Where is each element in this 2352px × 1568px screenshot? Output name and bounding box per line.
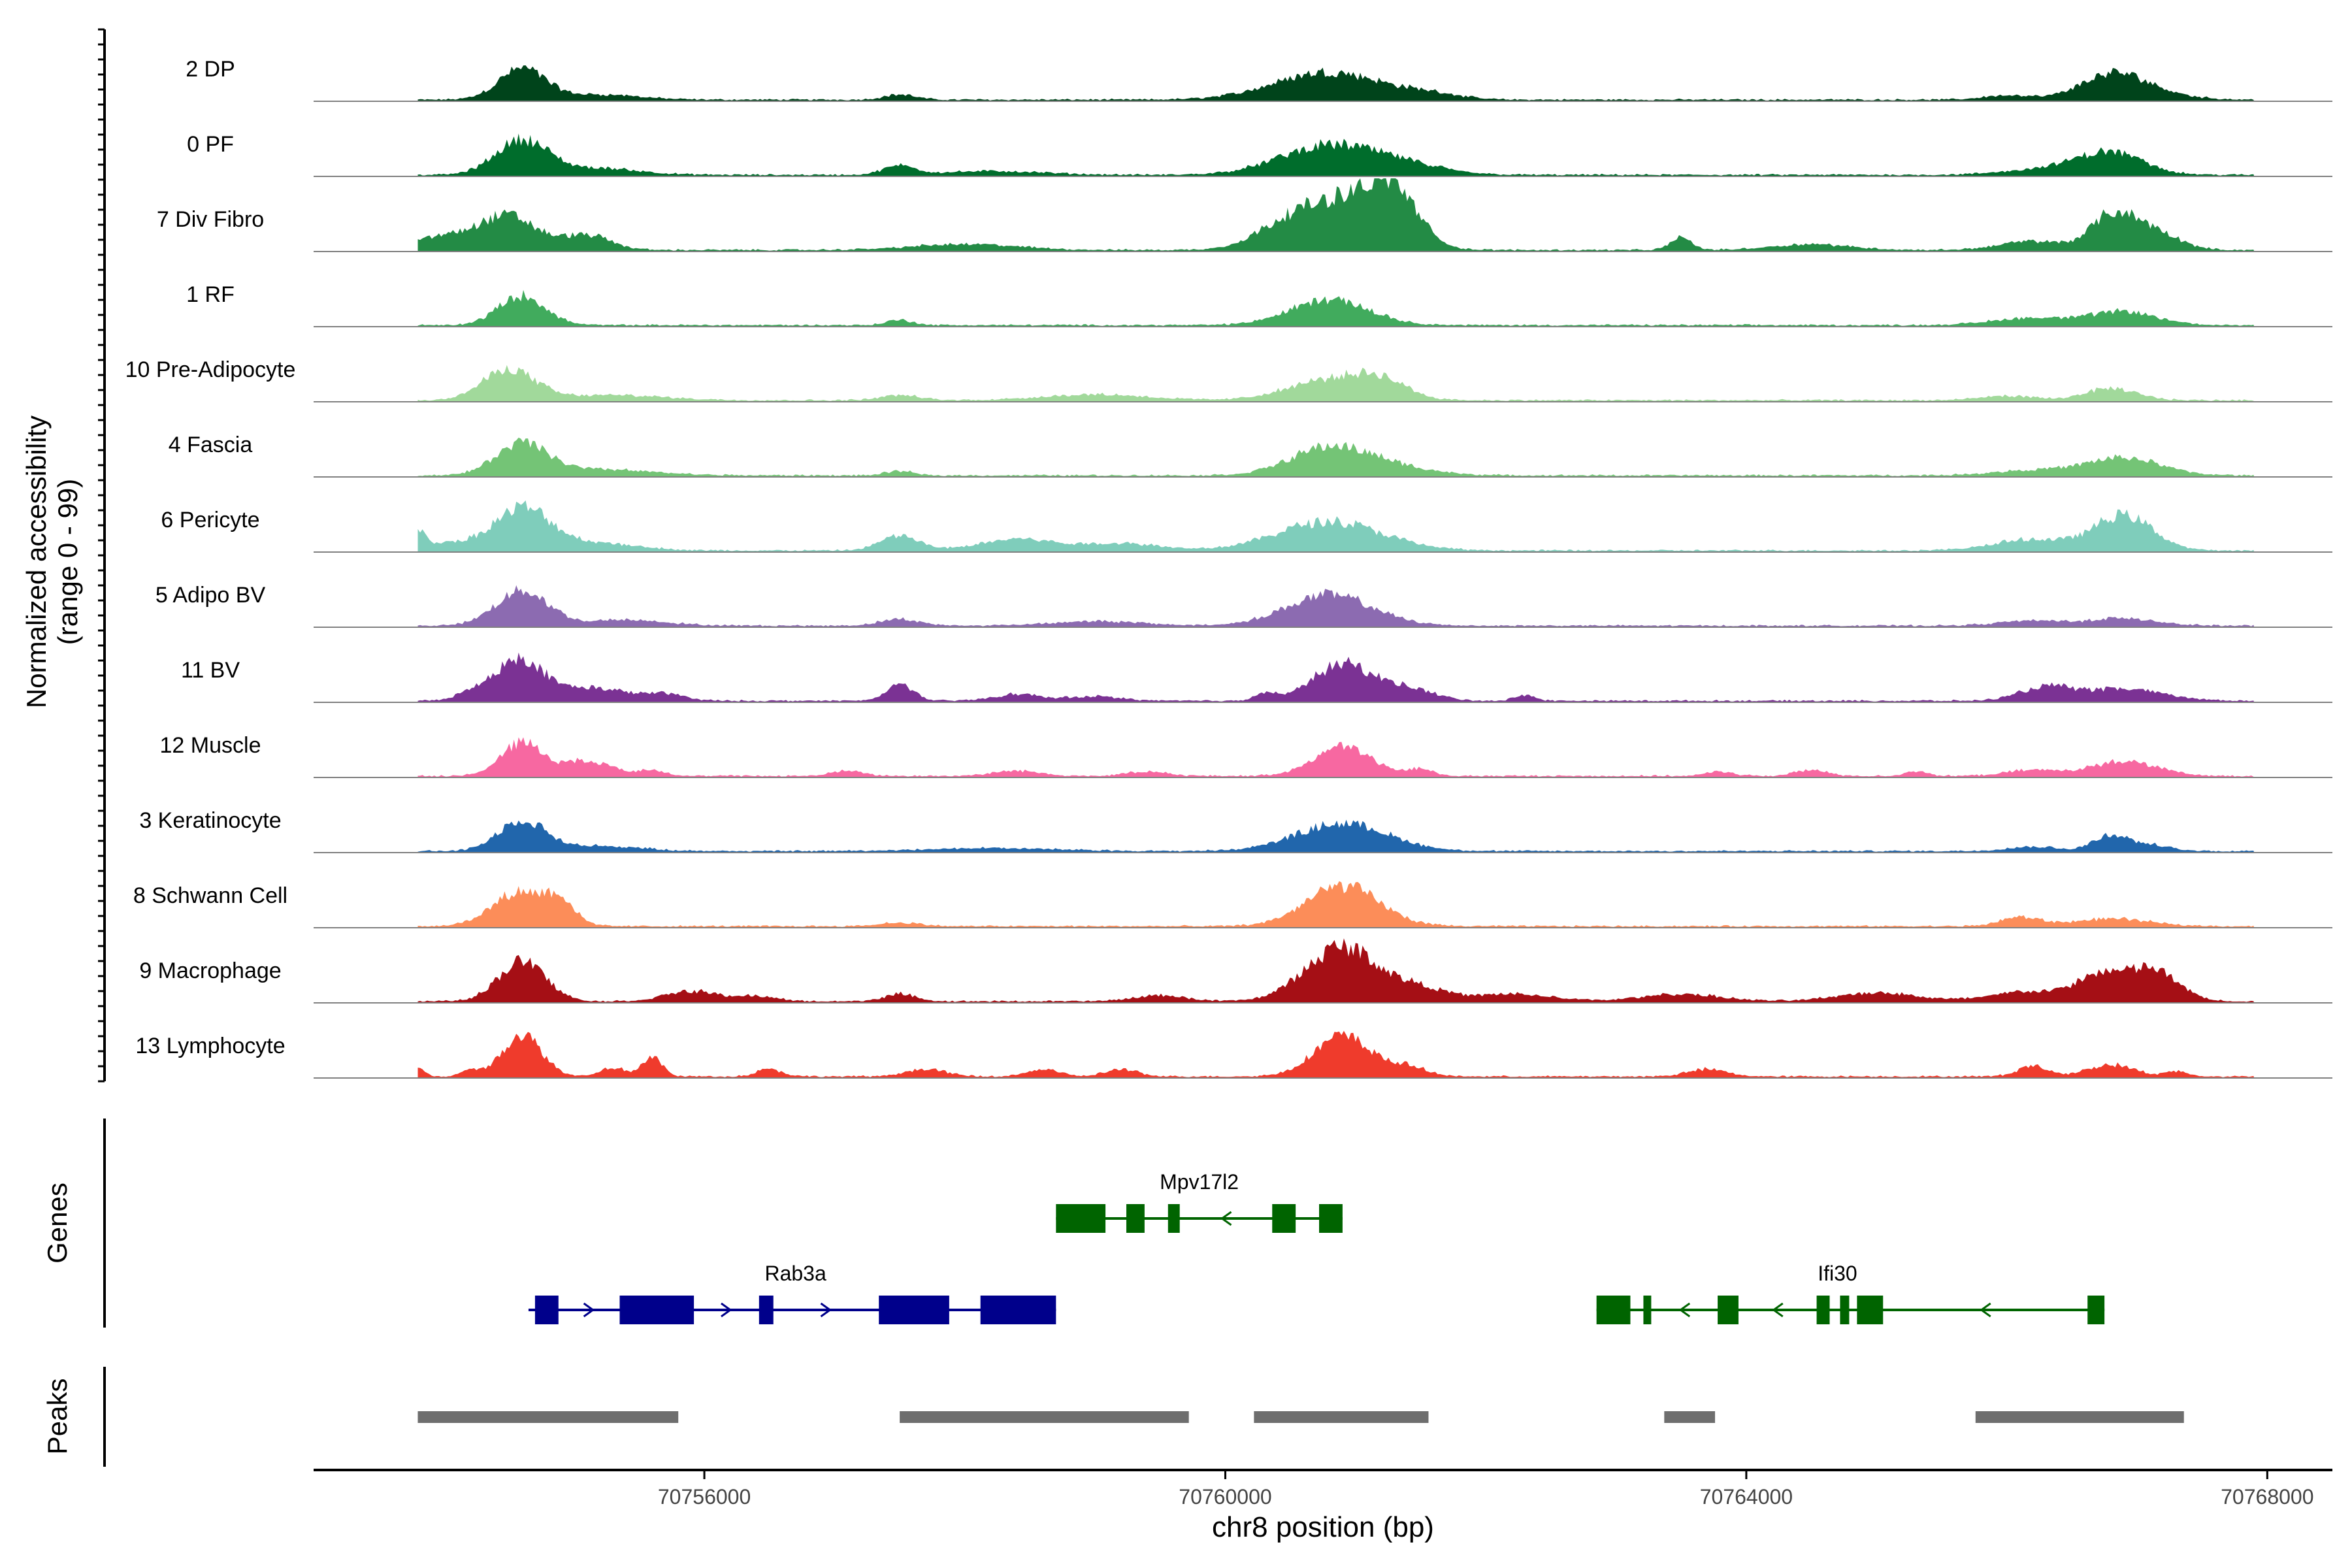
x-tick-label: 70756000 (658, 1485, 751, 1509)
track-5-adipo-bv: 5 Adipo BV (155, 583, 2332, 628)
track-label: 9 Macrophage (139, 958, 281, 983)
peak-bars (417, 1411, 2184, 1423)
gene-exon (1272, 1204, 1296, 1233)
gene-exon (1126, 1204, 1145, 1233)
x-tick-label: 70768000 (2221, 1485, 2313, 1509)
coverage-y-axis (98, 28, 106, 1083)
gene-exon (1056, 1204, 1106, 1233)
gene-mpv17l2: Mpv17l2 (1056, 1170, 1343, 1233)
y-axis-title-line2: (range 0 - 99) (52, 479, 83, 645)
gene-models: Mpv17l2 Rab3a Ifi30 (528, 1170, 2105, 1324)
track-label: 10 Pre-Adipocyte (125, 357, 296, 382)
track-label: 12 Muscle (160, 733, 261, 758)
track-8-schwann-cell: 8 Schwann Cell (133, 881, 2332, 928)
gene-ifi30: Ifi30 (1596, 1262, 2105, 1324)
strand-arrow (1220, 1211, 1232, 1226)
gene-label: Rab3a (764, 1262, 826, 1285)
track-2-dp: 2 DP (186, 57, 2332, 102)
track-label: 5 Adipo BV (155, 583, 266, 608)
coverage-area (417, 819, 2255, 853)
track-4-fascia: 4 Fascia (169, 433, 2332, 478)
peak-bar (1254, 1411, 1429, 1423)
peaks-panel: Peaks (42, 1367, 2184, 1467)
coverage-area (417, 133, 2255, 176)
peak-bar (1975, 1411, 2184, 1423)
track-label: 1 RF (186, 282, 235, 307)
track-3-keratinocyte: 3 Keratinocyte (139, 808, 2332, 853)
peaks-panel-label: Peaks (42, 1379, 73, 1455)
track-label: 7 Div Fibro (157, 207, 264, 232)
coverage-area (417, 881, 2255, 928)
strand-arrow (721, 1302, 732, 1318)
x-tick-label: 70760000 (1179, 1485, 1271, 1509)
track-1-rf: 1 RF (186, 282, 2332, 327)
track-12-muscle: 12 Muscle (160, 733, 2332, 778)
coverage-area (417, 585, 2255, 627)
coverage-area (417, 365, 2255, 402)
coverage-area (417, 65, 2255, 101)
track-9-macrophage: 9 Macrophage (139, 938, 2332, 1004)
track-label: 4 Fascia (169, 433, 253, 457)
coverage-area (417, 737, 2255, 777)
coverage-area (417, 1030, 2255, 1078)
track-label: 6 Pericyte (161, 508, 259, 532)
genes-panel: Genes Mpv17l2 Rab3a Ifi30 (42, 1119, 2105, 1328)
gene-rab3a: Rab3a (528, 1262, 1056, 1324)
track-label: 11 BV (181, 658, 240, 683)
track-11-bv: 11 BV (181, 652, 2332, 703)
gene-exon (534, 1296, 559, 1324)
coverage-area (417, 938, 2255, 1003)
gene-exon (619, 1296, 694, 1324)
gene-exon (2087, 1296, 2105, 1324)
gene-exon (1816, 1296, 1830, 1324)
strand-arrow (583, 1302, 595, 1318)
strand-arrow (1678, 1302, 1691, 1318)
x-axis-title: chr8 position (bp) (1212, 1511, 1434, 1543)
peak-bar (417, 1411, 679, 1423)
coverage-area (417, 500, 2255, 552)
coverage-tracks: 2 DP 0 PF 7 Div Fibro 1 RF 10 Pre-Adipocyte 4… (125, 57, 2332, 1079)
strand-arrow (1980, 1302, 1991, 1318)
coverage-area (417, 437, 2255, 477)
gene-exon (1319, 1204, 1343, 1233)
track-10-pre-adipocyte: 10 Pre-Adipocyte (125, 357, 2332, 402)
strand-arrow (1772, 1302, 1784, 1318)
track-label: 3 Keratinocyte (139, 808, 281, 833)
peak-bar (900, 1411, 1189, 1423)
track-label: 8 Schwann Cell (133, 883, 287, 908)
gene-label: Mpv17l2 (1160, 1170, 1239, 1194)
gene-exon (1718, 1296, 1739, 1324)
coverage-area (417, 289, 2255, 327)
track-label: 2 DP (186, 57, 235, 82)
gene-exon (1643, 1296, 1652, 1324)
gene-exon (980, 1296, 1056, 1324)
track-7-div-fibro: 7 Div Fibro (157, 178, 2332, 252)
gene-exon (879, 1296, 949, 1324)
x-tick-label: 70764000 (1700, 1485, 1793, 1509)
x-axis: 70756000 70760000 70764000 70768000 chr8 po… (314, 1469, 2332, 1543)
strand-arrow (820, 1302, 832, 1318)
track-6-pericyte: 6 Pericyte (161, 500, 2332, 553)
gene-exon (1840, 1296, 1850, 1324)
genes-panel-label: Genes (42, 1183, 73, 1264)
track-13-lymphocyte: 13 Lymphocyte (135, 1030, 2332, 1079)
gene-label: Ifi30 (1818, 1262, 1857, 1285)
track-label: 13 Lymphocyte (135, 1034, 285, 1058)
gene-exon (1168, 1204, 1180, 1233)
track-0-pf: 0 PF (187, 132, 2332, 177)
y-axis-title-line1: Normalized accessibility (21, 416, 52, 708)
y-axis-title: Normalized accessibility (range 0 - 99) (21, 416, 83, 708)
peak-bar (1664, 1411, 1716, 1423)
x-axis-ticks: 70756000 70760000 70764000 70768000 (658, 1470, 2314, 1509)
gene-exon (1596, 1296, 1631, 1324)
track-label: 0 PF (187, 132, 234, 157)
coverage-area (417, 652, 2255, 702)
gene-exon (759, 1296, 774, 1324)
coverage-area (417, 178, 2255, 252)
gene-exon (1857, 1296, 1884, 1324)
